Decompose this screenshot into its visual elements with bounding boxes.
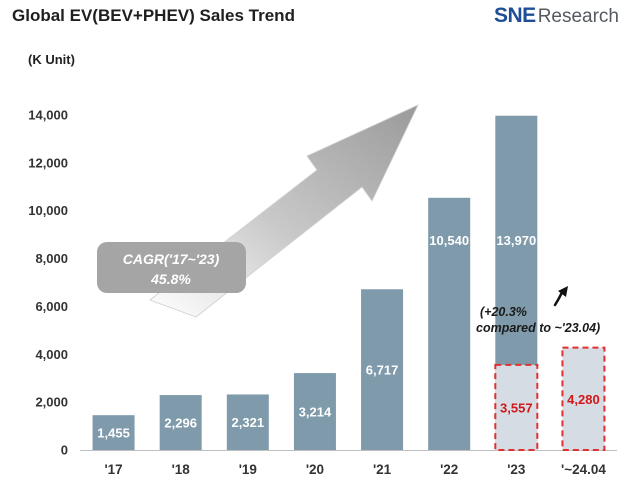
bar (92, 415, 135, 450)
y-tick-label: 0 (61, 443, 68, 458)
y-tick-label: 10,000 (28, 203, 68, 218)
x-tick-label: '20 (306, 462, 324, 477)
y-tick-label: 4,000 (35, 347, 68, 362)
partial-data-label: 3,557 (500, 400, 533, 415)
data-label: 6,717 (366, 363, 399, 378)
x-tick-label: '23 (507, 462, 526, 477)
logo-sne: SNE (494, 4, 536, 27)
bar (428, 197, 471, 450)
data-label: 2,321 (232, 415, 265, 430)
y-tick-label: 14,000 (28, 108, 68, 123)
y-tick-label: 12,000 (28, 155, 68, 170)
x-tick-label: '~24.04 (561, 462, 606, 477)
x-tick-label: '18 (172, 462, 191, 477)
y-tick-label: 2,000 (35, 395, 68, 410)
partial-bar (561, 346, 606, 452)
x-tick-label: '17 (104, 462, 122, 477)
growth-arrowhead-icon (558, 286, 568, 297)
sne-research-logo: SNE Research (494, 4, 619, 28)
partial-data-label: 4,280 (567, 392, 600, 407)
data-label: 10,540 (429, 233, 469, 248)
cagr-label: CAGR('17~'23) (123, 251, 220, 267)
chart-title: Global EV(BEV+PHEV) Sales Trend (12, 6, 295, 25)
growth-annotation-line1: (+20.3% (480, 305, 527, 319)
x-tick-label: '22 (440, 462, 458, 477)
growth-annotation-line2: compared to ~'23.04) (476, 321, 600, 335)
x-tick-label: '19 (239, 462, 257, 477)
bar (226, 394, 269, 450)
data-label: 2,296 (164, 416, 197, 431)
data-label: 13,970 (496, 233, 536, 248)
cagr-box (97, 242, 246, 293)
y-axis-unit-label: (K Unit) (28, 52, 75, 67)
data-label: 3,214 (299, 405, 332, 420)
cagr-value: 45.8% (150, 271, 191, 287)
partial-bar (494, 363, 539, 452)
data-label: 1,455 (97, 426, 130, 441)
bar (361, 289, 404, 450)
x-tick-label: '21 (373, 462, 392, 477)
logo-research: Research (537, 6, 620, 27)
bar (293, 373, 336, 450)
bar (159, 395, 202, 450)
y-tick-label: 8,000 (35, 251, 68, 266)
y-tick-label: 6,000 (35, 299, 68, 314)
